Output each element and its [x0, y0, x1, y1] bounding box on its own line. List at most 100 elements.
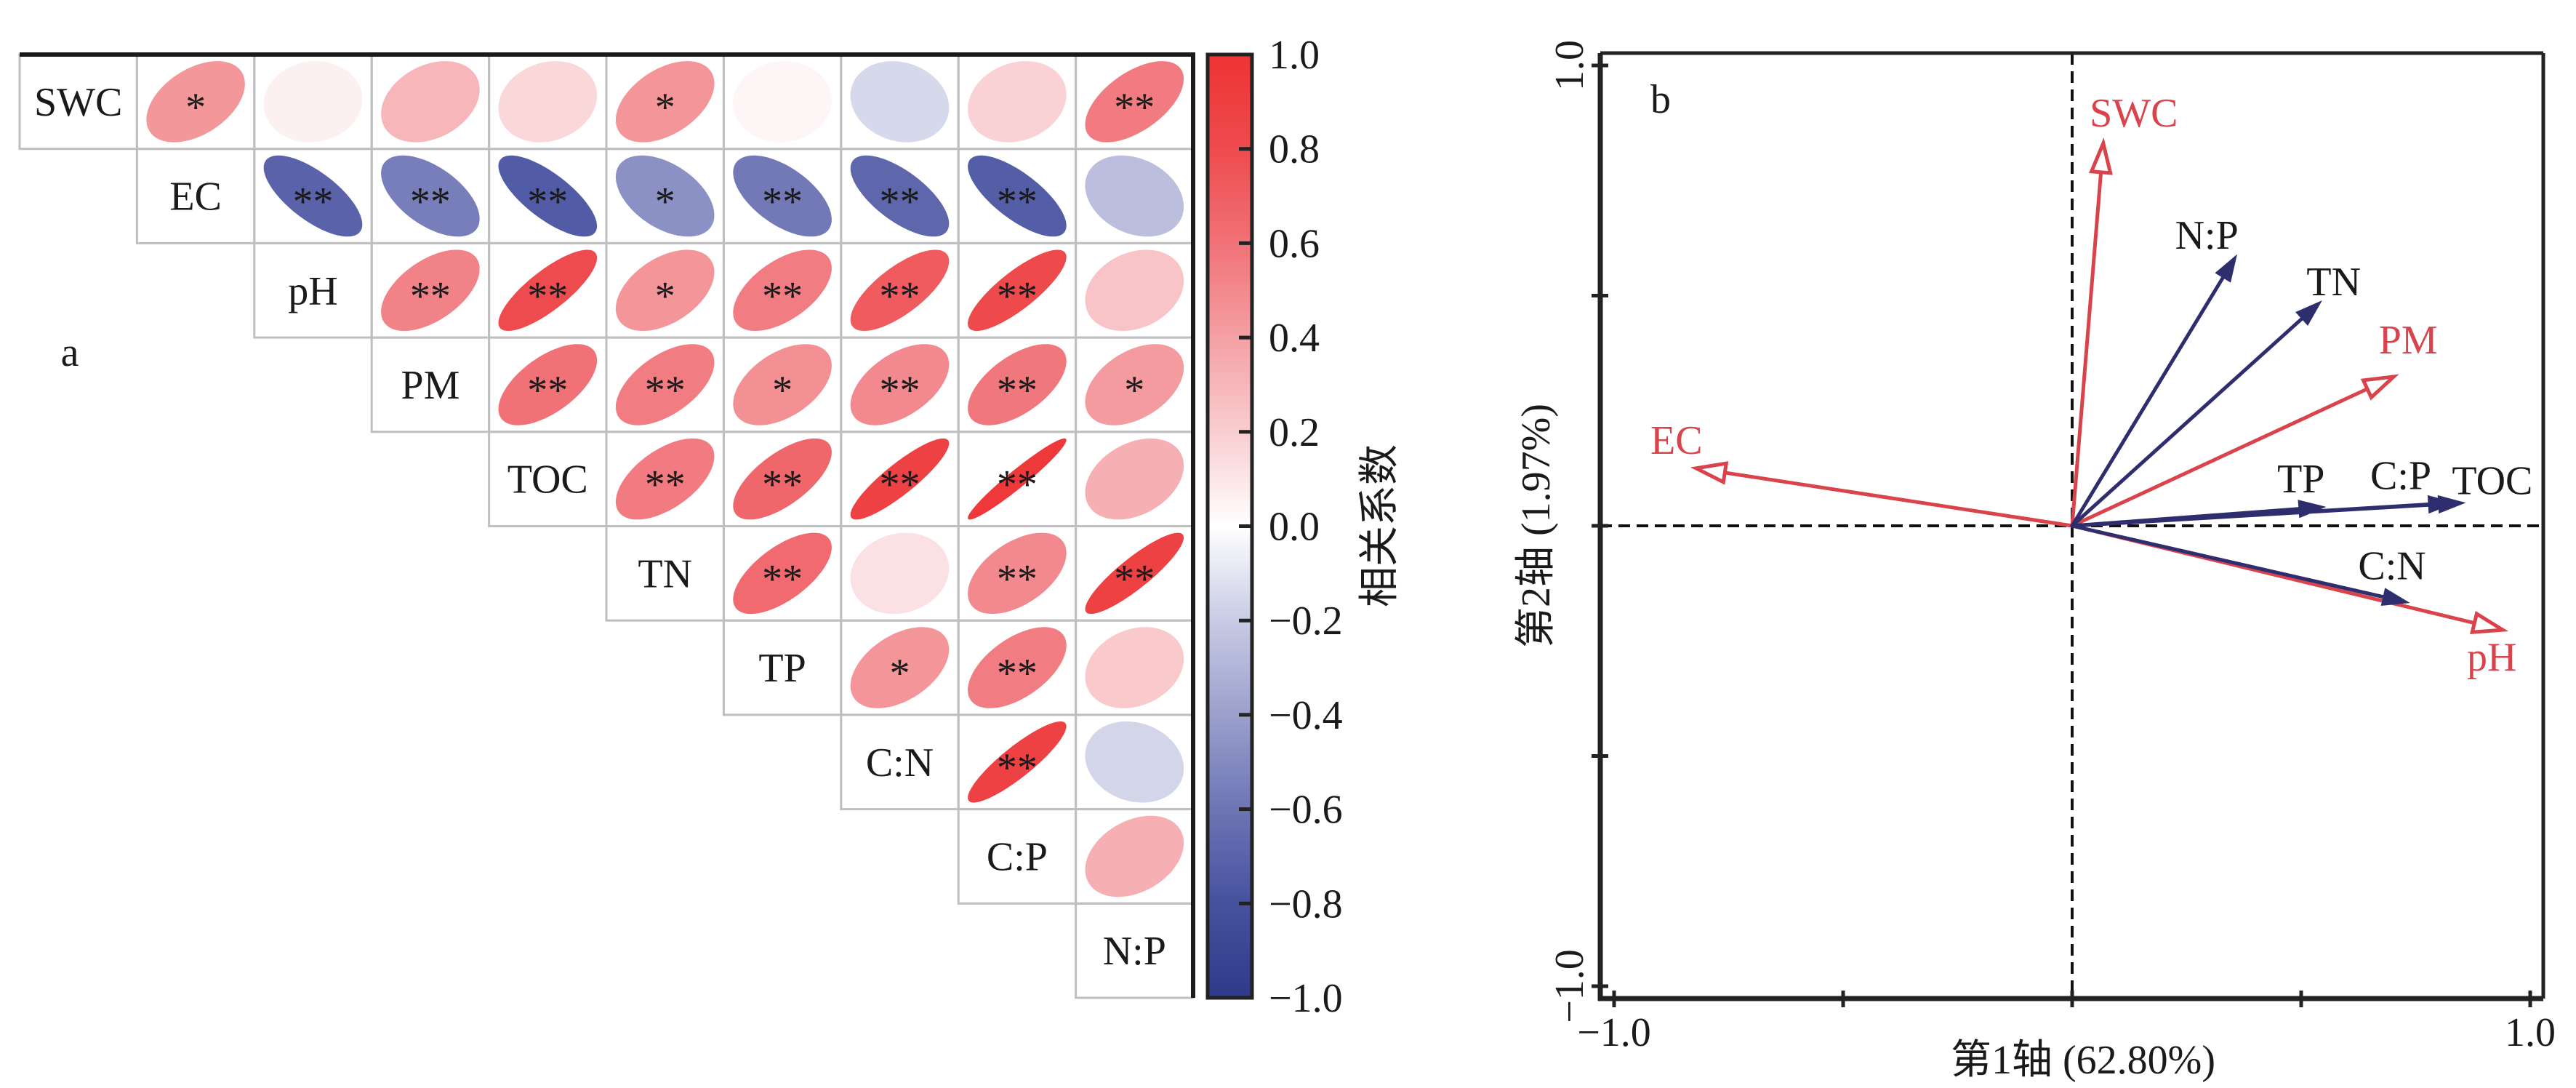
- significance-mark: **: [997, 556, 1038, 601]
- variable-label: N:P: [1103, 929, 1166, 974]
- variable-label: C:P: [987, 834, 1048, 879]
- colorbar-tick-label: 0.8: [1269, 127, 1320, 172]
- y-tick-label: −1.0: [1547, 949, 1592, 1023]
- significance-mark: **: [1114, 556, 1155, 601]
- significance-mark: **: [880, 368, 920, 413]
- biplot-panel: −1.0 1.0 −1.0 1.0 b 第1轴 (62.80%) 第2轴 (1.97%…: [1514, 40, 2556, 1083]
- vector-arrow: [2070, 524, 2410, 606]
- correlation-ellipse: [850, 61, 950, 143]
- vector-arrow: [1690, 461, 2074, 528]
- correlation-ellipse: [498, 155, 598, 237]
- colorbar-tick-labels: 1.0 0.8 0.6 0.4 0.2 0.0 −0.2 −0.4 −0.6 −0.8 −1.0: [1269, 33, 1343, 1021]
- correlation-ellipse: [263, 155, 363, 237]
- significance-mark: *: [655, 273, 675, 319]
- correlation-matrix-panel: a * * **** ** ** * ** ** **** ** * ** ** **** ** * ** ** *…: [18, 52, 1195, 999]
- matrix-frame: [20, 52, 1195, 998]
- variable-label: TN: [638, 551, 692, 596]
- significance-mark: **: [527, 180, 568, 225]
- vector-shaft: [2070, 502, 2445, 528]
- filled-arrowhead-icon: [2380, 588, 2410, 606]
- vector-shaft: [1722, 471, 2074, 528]
- x-axis-title: 第1轴 (62.80%): [1951, 1038, 2215, 1083]
- correlation-ellipse: [498, 249, 598, 331]
- significance-mark: *: [772, 368, 793, 413]
- open-arrowhead-icon: [2360, 374, 2399, 401]
- colorbar: 1.0 0.8 0.6 0.4 0.2 0.0 −0.2 −0.4 −0.6 −0.8 −1.0 相…: [1205, 33, 1403, 1021]
- correlation-ellipse: [968, 61, 1067, 143]
- colorbar-tick-label: 1.0: [1269, 33, 1320, 78]
- colorbar-tick-label: 0.4: [1269, 316, 1320, 361]
- correlation-ellipse: [1085, 627, 1184, 708]
- matrix-variable-labels: SWC EC pH PM TOC TN TP C:N C:P N:P: [34, 80, 1166, 974]
- correlation-ellipse: [968, 438, 1067, 520]
- correlation-ellipse: [850, 438, 950, 520]
- correlation-ellipse: [381, 155, 480, 237]
- vector-label: TP: [2277, 457, 2324, 502]
- filled-arrowhead-icon: [2298, 500, 2327, 519]
- filled-arrowhead-icon: [2215, 254, 2238, 283]
- significance-mark: **: [997, 180, 1038, 225]
- significance-mark: *: [655, 180, 675, 225]
- colorbar-title: 相关系数: [1357, 444, 1403, 607]
- significance-mark: **: [997, 273, 1038, 319]
- correlation-ellipse: [850, 344, 950, 425]
- colorbar-tick-label: −1.0: [1269, 976, 1343, 1021]
- correlation-ellipse: [1085, 344, 1184, 425]
- vector-label: PM: [2379, 318, 2438, 363]
- variable-label: TP: [758, 646, 806, 691]
- correlation-ellipse: [615, 249, 715, 331]
- correlation-ellipse: [615, 438, 715, 520]
- correlation-ellipse: [968, 627, 1067, 708]
- vector-label: N:P: [2175, 213, 2239, 258]
- significance-mark: **: [762, 273, 803, 319]
- colorbar-tick-label: −0.6: [1269, 788, 1343, 833]
- correlation-ellipse: [733, 344, 832, 425]
- filled-arrowhead-icon: [2437, 495, 2466, 514]
- variable-label: EC: [169, 175, 222, 220]
- correlation-ellipse: [850, 627, 950, 708]
- open-arrowhead-icon: [1690, 461, 1729, 485]
- variable-label: pH: [288, 268, 337, 313]
- vector-shaft: [2070, 313, 2307, 528]
- correlation-ellipse: [968, 155, 1067, 237]
- correlation-ellipse: [146, 61, 245, 143]
- vector-arrow: [2070, 495, 2466, 528]
- significance-mark: **: [880, 273, 920, 319]
- correlation-ellipse: [381, 61, 480, 143]
- correlation-ellipse: [498, 61, 598, 143]
- significance-mark: *: [185, 85, 206, 130]
- matrix-significance-marks: * * **** ** ** * ** ** **** ** * ** ** **** ** * ** ** ***…: [185, 85, 1155, 791]
- colorbar-tick-label: 0.2: [1269, 410, 1320, 455]
- correlation-ellipse: [1085, 532, 1184, 615]
- panel-a-label: a: [61, 330, 79, 375]
- colorbar-ticks: [1239, 147, 1252, 905]
- correlation-ellipse: [615, 344, 715, 425]
- correlation-ellipse: [381, 249, 480, 331]
- axis-tick-labels: −1.0 1.0 −1.0 1.0: [1547, 40, 2556, 1055]
- significance-mark: *: [1124, 368, 1144, 413]
- significance-mark: **: [527, 273, 568, 319]
- correlation-ellipse: [850, 532, 950, 615]
- vector-shaft: [2070, 271, 2228, 528]
- correlation-ellipse: [968, 532, 1067, 615]
- correlation-ellipse: [1085, 249, 1184, 331]
- correlation-ellipse: [733, 249, 832, 331]
- significance-mark: **: [762, 463, 803, 508]
- open-arrowhead-icon: [2470, 611, 2509, 635]
- correlation-ellipse: [733, 438, 832, 520]
- correlation-ellipse: [263, 61, 363, 143]
- vector-label: EC: [1650, 418, 1703, 463]
- significance-mark: **: [645, 463, 686, 508]
- colorbar-tick-label: 0.0: [1269, 505, 1320, 550]
- vector-arrow: [2070, 137, 2113, 528]
- correlation-ellipse: [1085, 815, 1184, 897]
- colorbar-gradient: [1205, 52, 1254, 1000]
- correlation-ellipse: [968, 249, 1067, 331]
- significance-mark: **: [762, 556, 803, 601]
- axis-ticks: [1592, 63, 2532, 1007]
- correlation-ellipse: [968, 721, 1067, 803]
- correlation-ellipse: [1085, 721, 1184, 803]
- correlation-ellipse: [850, 249, 950, 331]
- matrix-ellipses: [146, 61, 1184, 897]
- variable-label: C:N: [866, 740, 934, 785]
